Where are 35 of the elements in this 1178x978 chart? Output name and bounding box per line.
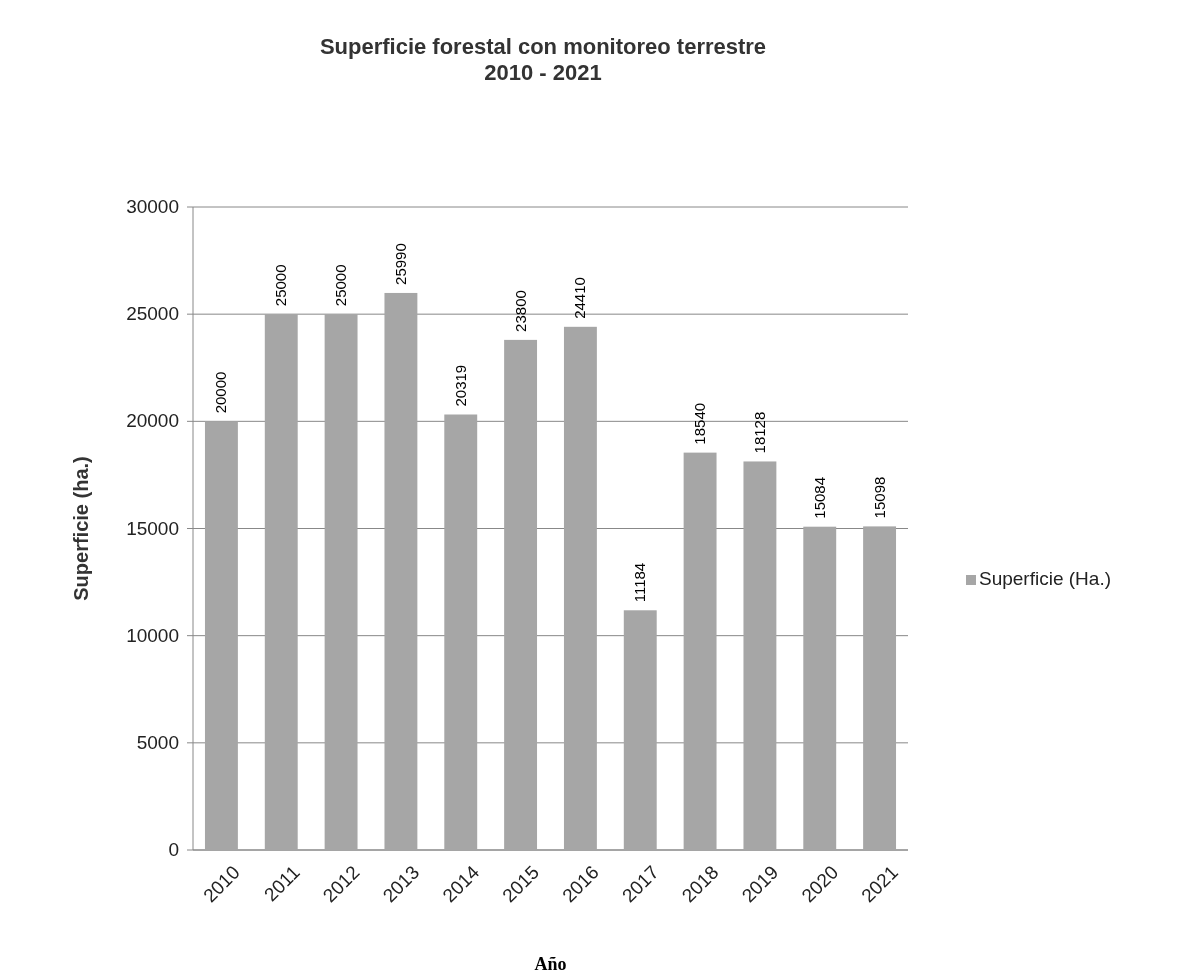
bar xyxy=(563,326,597,850)
bar xyxy=(863,526,897,850)
data-label: 23800 xyxy=(511,290,529,332)
bar xyxy=(324,314,358,850)
y-tick-label: 20000 xyxy=(126,410,179,432)
y-tick-label: 0 xyxy=(168,839,179,860)
y-axis-title: Superficie (ha.) xyxy=(70,456,92,601)
data-label: 25990 xyxy=(391,243,409,285)
data-label: 15098 xyxy=(870,476,888,519)
chart-title: Superficie forestal con monitoreo terrestre 2010 - 2021 xyxy=(319,34,767,85)
bar xyxy=(504,339,538,850)
bar xyxy=(204,421,238,850)
bar xyxy=(623,610,657,850)
data-label: 25000 xyxy=(332,264,350,307)
data-label: 20000 xyxy=(212,371,230,414)
data-label: 20319 xyxy=(451,364,469,407)
y-tick-label: 15000 xyxy=(126,517,179,539)
y-tick-label: 5000 xyxy=(136,731,179,753)
bar xyxy=(743,461,777,850)
data-label: 24410 xyxy=(571,277,589,319)
y-tick-label: 30000 xyxy=(126,196,179,217)
data-label: 25000 xyxy=(272,264,290,307)
data-label: 15084 xyxy=(810,476,828,519)
y-tick-label: 25000 xyxy=(126,303,179,325)
legend-label: Superficie (Ha.) xyxy=(979,568,1111,589)
x-axis-title: Año xyxy=(534,954,567,974)
y-tick-label: 10000 xyxy=(126,624,179,646)
bar xyxy=(264,314,298,850)
data-label: 18540 xyxy=(691,402,709,445)
data-label: 18128 xyxy=(750,411,768,454)
bar xyxy=(683,452,717,850)
bar xyxy=(803,526,837,850)
bar xyxy=(444,414,478,850)
bar xyxy=(384,292,418,850)
data-label: 11184 xyxy=(631,562,649,603)
